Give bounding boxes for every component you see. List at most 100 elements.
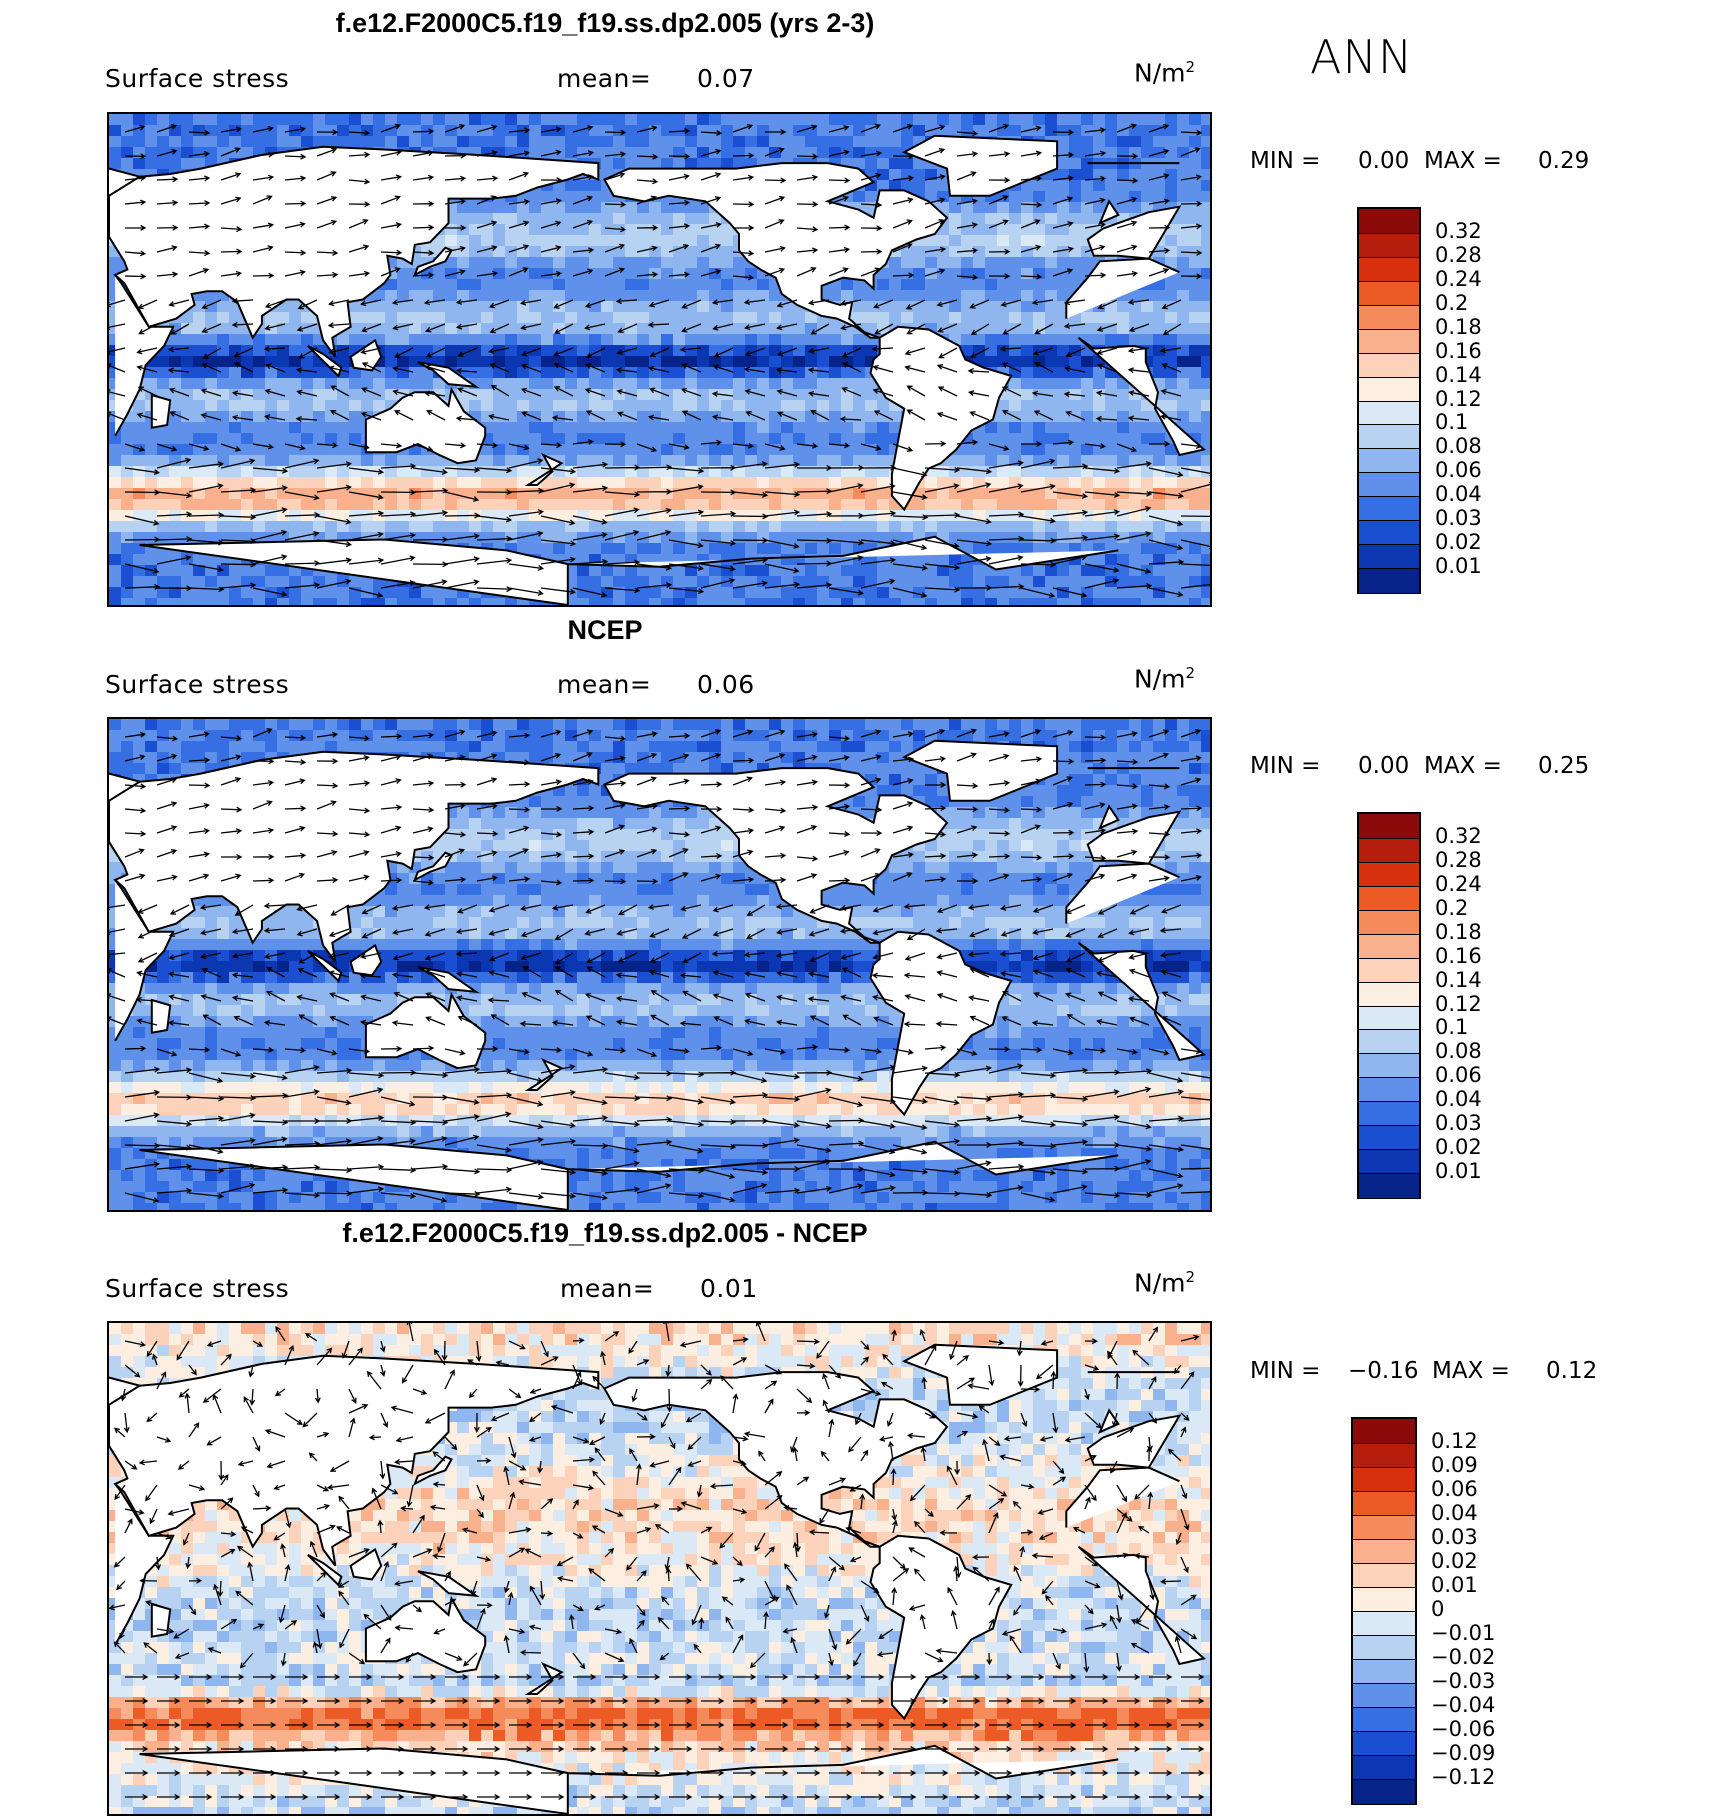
field-cell (433, 730, 446, 742)
field-cell (601, 499, 614, 511)
field-cell (229, 323, 242, 335)
field-cell (817, 444, 830, 456)
field-cell (481, 466, 494, 478)
field-cell (817, 554, 830, 566)
field-cell (1045, 411, 1058, 423)
vector-arrow (1162, 323, 1182, 336)
field-cell (853, 136, 866, 148)
field-cell (205, 147, 218, 159)
field-cell (193, 554, 206, 566)
field-cell (1177, 279, 1190, 291)
field-cell (1153, 444, 1166, 456)
field-cell (1117, 114, 1130, 126)
field-cell (673, 323, 686, 335)
field-cell (1021, 587, 1034, 599)
field-cell (1045, 576, 1058, 588)
field-cell (853, 598, 866, 605)
vector-arrow (476, 150, 499, 157)
field-cell (673, 719, 686, 731)
field-cell (385, 367, 398, 379)
field-cell (1201, 565, 1210, 577)
field-cell (673, 433, 686, 445)
vector-arrow (711, 391, 734, 397)
vector-arrow (572, 174, 595, 181)
field-cell (865, 312, 878, 324)
field-cell (553, 323, 566, 335)
field-cell (1021, 213, 1034, 225)
field-cell (481, 356, 494, 368)
field-cell (253, 510, 266, 522)
field-cell (217, 587, 230, 599)
field-cell (1153, 400, 1166, 412)
field-cell (577, 268, 590, 280)
field-cell (541, 422, 554, 434)
field-cell (637, 598, 650, 605)
field-cell (445, 213, 458, 225)
vector-arrow (924, 512, 961, 519)
field-cell (1045, 488, 1058, 500)
field-cell (1057, 477, 1070, 489)
field-cell (1069, 433, 1082, 445)
field-cell (973, 312, 986, 324)
field-cell (817, 125, 830, 137)
vector-arrow (636, 507, 672, 517)
coastline (109, 145, 600, 358)
field-cell (697, 488, 710, 500)
field-cell (529, 389, 542, 401)
field-cell (1093, 191, 1106, 203)
field-cell (709, 499, 722, 511)
field-cell (625, 598, 638, 605)
field-cell (853, 378, 866, 390)
field-cell (1201, 598, 1210, 605)
field-cell (145, 598, 158, 605)
field-cell (1021, 378, 1034, 390)
vector-arrow (136, 347, 158, 355)
field-cell (481, 136, 494, 148)
field-cell (577, 565, 590, 577)
field-cell (649, 334, 662, 346)
field-cell (229, 125, 242, 137)
field-cell (109, 136, 122, 148)
field-cell (625, 235, 638, 247)
field-cell (1033, 301, 1046, 313)
field-cell (193, 345, 206, 357)
field-cell (601, 466, 614, 478)
field-cell (709, 246, 722, 258)
field-cell (1081, 345, 1094, 357)
field-cell (1153, 367, 1166, 379)
field-cell (1177, 257, 1190, 269)
vector-arrow (252, 485, 289, 493)
field-cell (1009, 532, 1022, 544)
field-cell (925, 279, 938, 291)
field-cell (721, 224, 734, 236)
field-cell (1021, 367, 1034, 379)
field-cell (1069, 521, 1082, 533)
vector-arrow (988, 219, 1009, 229)
field-cell (949, 257, 962, 269)
field-cell (781, 719, 794, 731)
field-cell (493, 730, 506, 742)
field-cell (229, 147, 242, 159)
field-cell (565, 356, 578, 368)
field-cell (169, 345, 182, 357)
vector-arrow (988, 511, 1025, 518)
field-cell (193, 532, 206, 544)
field-cell (133, 400, 146, 412)
field-cell (1081, 367, 1094, 379)
field-cell (409, 125, 422, 137)
vector-arrow (423, 390, 446, 397)
field-cell (673, 301, 686, 313)
field-cell (937, 180, 950, 192)
field-cell (709, 477, 722, 489)
field-cell (1057, 345, 1070, 357)
field-cell (913, 169, 926, 181)
field-cell (805, 488, 818, 500)
field-cell (1033, 521, 1046, 533)
vector-arrow (1148, 224, 1171, 231)
vector-arrow (137, 299, 158, 310)
field-cell (565, 257, 578, 269)
vector-arrow (732, 274, 755, 281)
field-cell (1189, 136, 1202, 148)
field-cell (613, 158, 626, 170)
vector-arrow (170, 323, 190, 335)
